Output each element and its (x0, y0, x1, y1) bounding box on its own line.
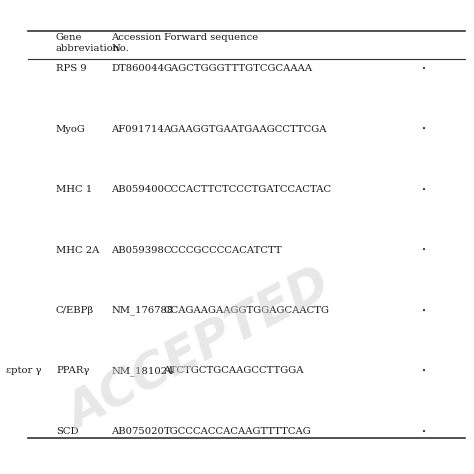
Text: MyoG: MyoG (56, 125, 86, 134)
Text: •: • (422, 428, 426, 435)
Text: •: • (422, 307, 426, 314)
Text: •: • (422, 186, 426, 193)
Text: CCCACTTCTCCCTGATCCACTAC: CCCACTTCTCCCTGATCCACTAC (164, 185, 332, 194)
Text: εptor γ: εptor γ (6, 366, 41, 375)
Text: RPS 9: RPS 9 (56, 64, 87, 73)
Text: AF091714: AF091714 (111, 125, 164, 134)
Text: CCAGAAGAAGGTGGAGCAACTG: CCAGAAGAAGGTGGAGCAACTG (164, 306, 329, 315)
Text: C/EBPβ: C/EBPβ (56, 306, 94, 315)
Text: MHC 1: MHC 1 (56, 185, 92, 194)
Text: Accession
No.: Accession No. (111, 33, 162, 53)
Text: DT860044: DT860044 (111, 64, 164, 73)
Text: AGAAGGTGAATGAAGCCTTCGA: AGAAGGTGAATGAAGCCTTCGA (164, 125, 327, 134)
Text: NM_181024: NM_181024 (111, 366, 174, 376)
Text: MHC 2A: MHC 2A (56, 246, 100, 255)
Text: TGCCCACCACAAGTTTTCAG: TGCCCACCACAAGTTTTCAG (164, 427, 311, 436)
Text: ATCTGCTGCAAGCCTTGGA: ATCTGCTGCAAGCCTTGGA (164, 366, 304, 375)
Text: SCD: SCD (56, 427, 78, 436)
Text: AB059398: AB059398 (111, 246, 164, 255)
Text: AB075020: AB075020 (111, 427, 164, 436)
Text: GAGCTGGGTTTGTCGCAAAA: GAGCTGGGTTTGTCGCAAAA (164, 64, 313, 73)
Text: NM_176788: NM_176788 (111, 306, 173, 315)
Text: •: • (422, 65, 426, 73)
Text: ACCEPTED: ACCEPTED (59, 261, 339, 440)
Text: Gene
abbreviation: Gene abbreviation (56, 33, 120, 53)
Text: CCCCGCCCCACATCTT: CCCCGCCCCACATCTT (164, 246, 282, 255)
Text: PPARγ: PPARγ (56, 366, 89, 375)
Text: AB059400: AB059400 (111, 185, 164, 194)
Text: •: • (422, 246, 426, 254)
Text: Forward sequence: Forward sequence (164, 33, 258, 42)
Text: •: • (422, 125, 426, 133)
Text: •: • (422, 367, 426, 375)
